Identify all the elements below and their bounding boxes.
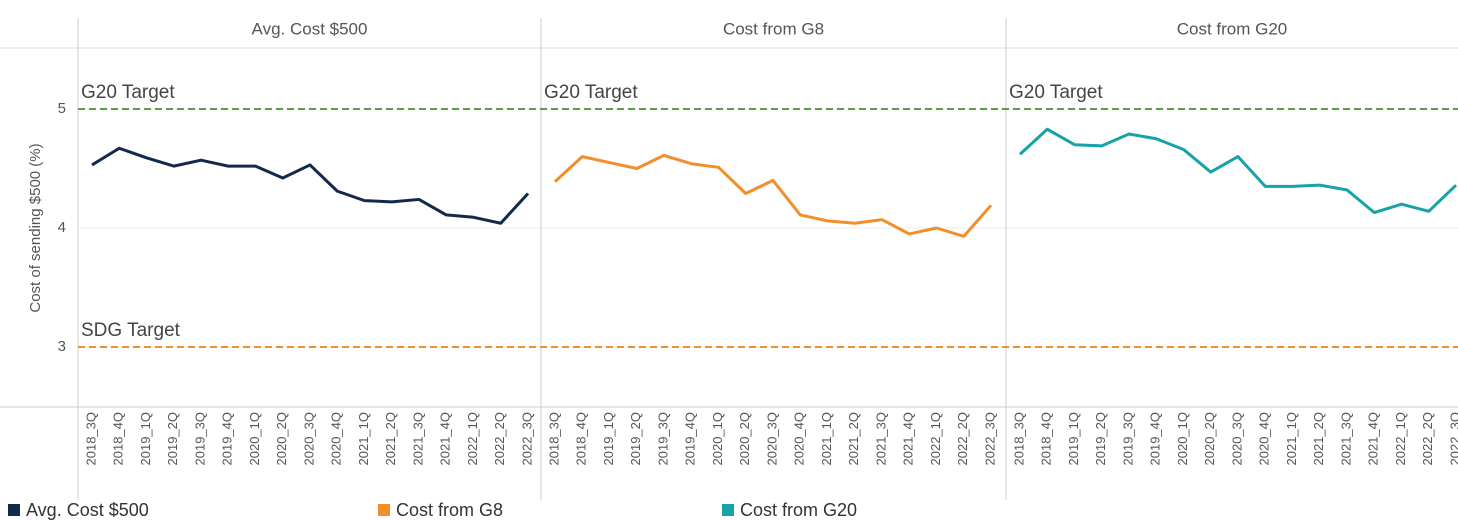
x-tick-label: 2021_2Q bbox=[1311, 412, 1326, 466]
y-axis-label: Cost of sending $500 (%) bbox=[27, 143, 44, 312]
x-tick-label: 2019_4Q bbox=[1148, 412, 1163, 466]
x-tick-label: 2018_4Q bbox=[574, 412, 589, 466]
x-tick-label: 2019_2Q bbox=[165, 412, 180, 466]
legend-swatch bbox=[8, 504, 20, 516]
reference-label: G20 Target bbox=[1009, 82, 1103, 103]
x-tick-label: 2019_4Q bbox=[683, 412, 698, 466]
legend-label: Cost from G8 bbox=[396, 500, 503, 520]
x-tick-label: 2018_3Q bbox=[546, 412, 561, 466]
reference-label: G20 Target bbox=[81, 82, 175, 103]
x-tick-label: 2020_2Q bbox=[274, 412, 289, 466]
x-tick-label: 2021_3Q bbox=[410, 412, 425, 466]
x-tick-label: 2019_3Q bbox=[655, 412, 670, 466]
x-tick-label: 2022_2Q bbox=[1420, 412, 1435, 466]
x-tick-label: 2020_4Q bbox=[329, 412, 344, 466]
x-tick-label: 2019_1Q bbox=[1066, 412, 1081, 466]
series-line bbox=[91, 146, 530, 225]
x-tick-label: 2020_1Q bbox=[247, 412, 262, 466]
x-tick-label: 2019_1Q bbox=[601, 412, 616, 466]
series-line bbox=[553, 153, 993, 238]
x-tick-label: 2022_3Q bbox=[1447, 412, 1458, 466]
x-tick-label: 2022_2Q bbox=[492, 412, 507, 466]
x-tick-label: 2021_4Q bbox=[901, 412, 916, 466]
x-tick-label: 2022_1Q bbox=[1393, 412, 1408, 466]
legend-label: Cost from G20 bbox=[740, 500, 857, 520]
x-tick-label: 2021_1Q bbox=[1284, 412, 1299, 466]
y-tick-label: 3 bbox=[58, 338, 66, 355]
x-tick-label: 2019_3Q bbox=[1120, 412, 1135, 466]
x-tick-label: 2020_1Q bbox=[1175, 412, 1190, 466]
x-tick-label: 2021_1Q bbox=[819, 412, 834, 466]
x-tick-label: 2020_4Q bbox=[792, 412, 807, 466]
x-tick-label: 2019_3Q bbox=[192, 412, 207, 466]
x-tick-label: 2021_2Q bbox=[846, 412, 861, 466]
x-tick-label: 2021_3Q bbox=[873, 412, 888, 466]
panel-header: Avg. Cost $500 bbox=[252, 19, 368, 38]
x-tick-label: 2021_2Q bbox=[383, 412, 398, 466]
panel-header: Cost from G8 bbox=[723, 19, 824, 38]
x-tick-label: 2018_4Q bbox=[111, 412, 126, 466]
x-tick-label: 2018_3Q bbox=[1011, 412, 1026, 466]
y-tick-label: 5 bbox=[58, 100, 66, 117]
x-tick-label: 2022_3Q bbox=[519, 412, 534, 466]
x-tick-label: 2020_2Q bbox=[737, 412, 752, 466]
x-tick-label: 2020_3Q bbox=[1229, 412, 1244, 466]
x-tick-label: 2020_2Q bbox=[1202, 412, 1217, 466]
x-tick-label: 2019_2Q bbox=[1093, 412, 1108, 466]
x-tick-label: 2020_4Q bbox=[1257, 412, 1272, 466]
x-tick-label: 2019_4Q bbox=[220, 412, 235, 466]
x-tick-label: 2022_2Q bbox=[955, 412, 970, 466]
y-tick-label: 4 bbox=[58, 219, 66, 236]
x-tick-label: 2022_1Q bbox=[928, 412, 943, 466]
x-tick-label: 2022_1Q bbox=[465, 412, 480, 466]
x-tick-label: 2021_4Q bbox=[438, 412, 453, 466]
reference-label: SDG Target bbox=[81, 320, 181, 341]
x-tick-label: 2020_3Q bbox=[764, 412, 779, 466]
x-tick-label: 2021_1Q bbox=[356, 412, 371, 466]
x-tick-label: 2019_1Q bbox=[138, 412, 153, 466]
panel-header: Cost from G20 bbox=[1177, 19, 1288, 38]
legend-label: Avg. Cost $500 bbox=[26, 500, 149, 520]
x-tick-label: 2020_1Q bbox=[710, 412, 725, 466]
x-tick-label: 2018_3Q bbox=[83, 412, 98, 466]
x-tick-label: 2018_4Q bbox=[1039, 412, 1054, 466]
series-line bbox=[1018, 127, 1458, 215]
reference-label: G20 Target bbox=[544, 82, 638, 103]
x-tick-label: 2020_3Q bbox=[301, 412, 316, 466]
legend-swatch bbox=[722, 504, 734, 516]
x-tick-label: 2021_3Q bbox=[1338, 412, 1353, 466]
legend-swatch bbox=[378, 504, 390, 516]
x-tick-label: 2022_3Q bbox=[982, 412, 997, 466]
x-tick-label: 2019_2Q bbox=[628, 412, 643, 466]
x-tick-label: 2021_4Q bbox=[1366, 412, 1381, 466]
